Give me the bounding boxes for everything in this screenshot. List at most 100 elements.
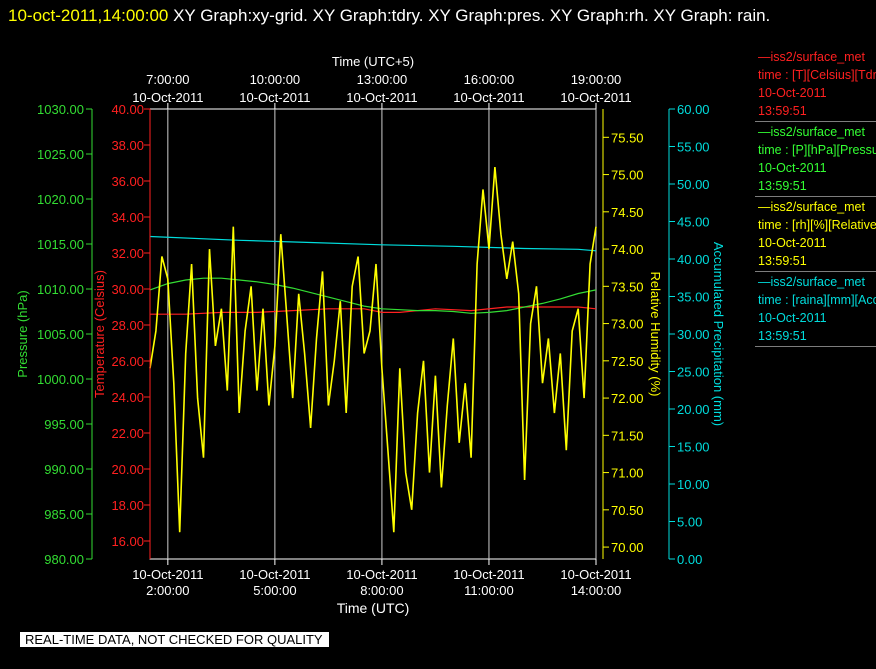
pres-tick-label: 1020.00 (37, 192, 84, 207)
rain-tick-label: 10.00 (677, 477, 710, 492)
x2-tick-date: 10-Oct-2011 (560, 90, 631, 105)
tdry-tick-label: 36.00 (111, 174, 144, 189)
rain-tick-label: 35.00 (677, 290, 710, 305)
axes: 10-Oct-20112:00:007:00:0010-Oct-201110-O… (15, 54, 726, 616)
pres-tick-label: 980.00 (44, 552, 84, 567)
legend: —iss2/surface_met time : [T][Celsius][Td… (755, 48, 876, 348)
legend-variable: time : [rh][%][Relative] (758, 218, 876, 232)
pres-tick-label: 990.00 (44, 462, 84, 477)
rh-tick-label: 74.00 (611, 242, 644, 257)
rh-tick-label: 71.50 (611, 428, 644, 443)
x-tick-date: 10-Oct-2011 (560, 567, 631, 582)
legend-source: —iss2/surface_met (758, 125, 865, 139)
tdry-tick-label: 20.00 (111, 462, 144, 477)
rh-tick-label: 70.50 (611, 503, 644, 518)
x2-tick-date: 10-Oct-2011 (132, 90, 203, 105)
rh-tick-label: 75.00 (611, 168, 644, 183)
rain-tick-label: 55.00 (677, 140, 710, 155)
x-tick-date: 10-Oct-2011 (453, 567, 524, 582)
legend-date: 10-Oct-2011 (758, 236, 827, 250)
x-tick-date: 10-Oct-2011 (132, 567, 203, 582)
legend-time: 13:59:51 (758, 104, 807, 118)
legend-time: 13:59:51 (758, 254, 807, 268)
tdry-tick-label: 26.00 (111, 354, 144, 369)
pres-tick-label: 1025.00 (37, 147, 84, 162)
legend-entry-rain: —iss2/surface_met time : [raina][mm][Acc… (755, 273, 876, 347)
legend-variable: time : [T][Celsius][Tdry] (758, 68, 876, 82)
x2-axis-label: Time (UTC+5) (332, 54, 414, 69)
rain-axis-title: Accumulated Precipitation (mm) (711, 242, 726, 426)
series-line-rain (149, 235, 597, 252)
pres-tick-label: 1030.00 (37, 102, 84, 117)
pres-axis-title: Pressure (hPa) (15, 290, 30, 377)
x2-tick-date: 10-Oct-2011 (346, 90, 417, 105)
legend-entry-rh: —iss2/surface_met time : [rh][%][Relativ… (755, 198, 876, 272)
legend-date: 10-Oct-2011 (758, 86, 827, 100)
tdry-axis-title: Temperature (Celsius) (92, 270, 107, 398)
quality-notice: REAL-TIME DATA, NOT CHECKED FOR QUALITY (20, 632, 329, 647)
legend-variable: time : [raina][mm][Accum] (758, 293, 876, 307)
x2-tick-time: 10:00:00 (250, 72, 301, 87)
tdry-tick-label: 32.00 (111, 246, 144, 261)
rh-tick-label: 71.00 (611, 466, 644, 481)
legend-source: —iss2/surface_met (758, 275, 865, 289)
legend-date: 10-Oct-2011 (758, 161, 827, 175)
x-tick-date: 10-Oct-2011 (346, 567, 417, 582)
tdry-tick-label: 38.00 (111, 138, 144, 153)
rh-tick-label: 73.00 (611, 317, 644, 332)
rain-tick-label: 15.00 (677, 440, 710, 455)
rh-axis-title: Relative Humidity (%) (648, 272, 663, 397)
x2-tick-time: 19:00:00 (571, 72, 622, 87)
legend-entry-tdry: —iss2/surface_met time : [T][Celsius][Td… (755, 48, 876, 122)
legend-source: —iss2/surface_met (758, 50, 865, 64)
rain-tick-label: 45.00 (677, 215, 710, 230)
rain-tick-label: 25.00 (677, 365, 710, 380)
x-tick-date: 10-Oct-2011 (239, 567, 310, 582)
rain-tick-label: 50.00 (677, 177, 710, 192)
tdry-tick-label: 22.00 (111, 426, 144, 441)
rain-tick-label: 20.00 (677, 402, 710, 417)
tdry-tick-label: 40.00 (111, 102, 144, 117)
rh-tick-label: 74.50 (611, 205, 644, 220)
tdry-tick-label: 16.00 (111, 534, 144, 549)
title-text: XY Graph:xy-grid. XY Graph:tdry. XY Grap… (168, 6, 771, 25)
legend-time: 13:59:51 (758, 329, 807, 343)
x-tick-time: 14:00:00 (571, 583, 622, 598)
series-line-pres (149, 277, 597, 314)
pres-tick-label: 995.00 (44, 417, 84, 432)
tdry-tick-label: 30.00 (111, 282, 144, 297)
pres-tick-label: 1010.00 (37, 282, 84, 297)
tdry-tick-label: 34.00 (111, 210, 144, 225)
pres-tick-label: 1005.00 (37, 327, 84, 342)
rh-tick-label: 73.50 (611, 279, 644, 294)
legend-entry-pressure: —iss2/surface_met time : [P][hPa][Pressu… (755, 123, 876, 197)
legend-variable: time : [P][hPa][Pressure] (758, 143, 876, 157)
x-tick-time: 11:00:00 (464, 583, 514, 598)
page-title: 10-oct-2011,14:00:00 XY Graph:xy-grid. X… (8, 2, 868, 29)
pres-tick-label: 1000.00 (37, 372, 84, 387)
x-tick-time: 5:00:00 (253, 583, 296, 598)
x2-tick-time: 7:00:00 (146, 72, 189, 87)
x-tick-time: 2:00:00 (146, 583, 189, 598)
x2-tick-date: 10-Oct-2011 (239, 90, 310, 105)
tdry-tick-label: 28.00 (111, 318, 144, 333)
legend-date: 10-Oct-2011 (758, 311, 827, 325)
rain-tick-label: 5.00 (677, 515, 702, 530)
rh-tick-label: 72.00 (611, 391, 644, 406)
x-tick-time: 8:00:00 (360, 583, 403, 598)
title-timestamp: 10-oct-2011,14:00:00 (8, 6, 169, 25)
series-line-tdry (150, 306, 597, 315)
legend-source: —iss2/surface_met (758, 200, 865, 214)
x2-tick-date: 10-Oct-2011 (453, 90, 524, 105)
x2-tick-time: 13:00:00 (357, 72, 408, 87)
rain-tick-label: 40.00 (677, 252, 710, 267)
x-axis-label: Time (UTC) (337, 600, 410, 616)
rain-tick-label: 30.00 (677, 327, 710, 342)
series-line-rh (149, 167, 597, 533)
rain-tick-label: 0.00 (677, 552, 702, 567)
rh-tick-label: 70.00 (611, 540, 644, 555)
legend-time: 13:59:51 (758, 179, 807, 193)
tdry-tick-label: 24.00 (111, 390, 144, 405)
tdry-tick-label: 18.00 (111, 498, 144, 513)
